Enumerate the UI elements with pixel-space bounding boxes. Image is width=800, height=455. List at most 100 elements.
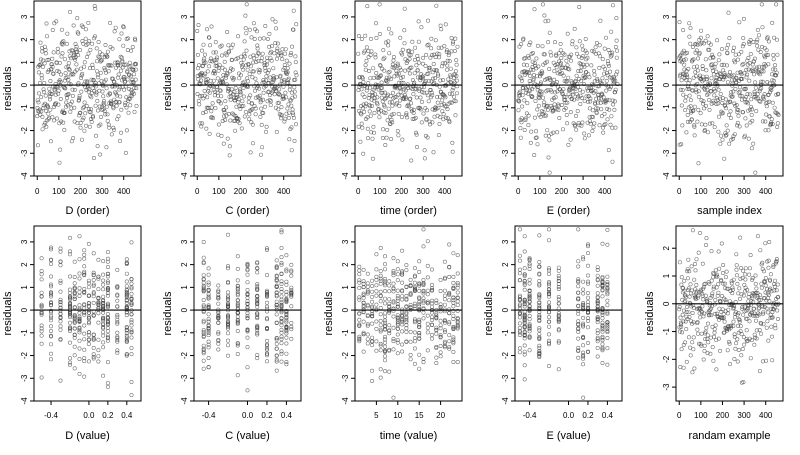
data-point — [129, 352, 134, 357]
data-point — [558, 41, 563, 46]
data-point — [71, 136, 76, 141]
data-point — [690, 58, 695, 63]
data-point — [222, 59, 227, 64]
data-point — [232, 98, 237, 103]
data-point — [388, 94, 393, 99]
data-point — [378, 73, 383, 78]
data-point — [378, 323, 383, 328]
data-point — [448, 100, 453, 105]
data-point — [563, 95, 568, 100]
data-point — [38, 62, 43, 67]
data-point — [68, 9, 73, 14]
data-point — [434, 106, 439, 111]
data-point — [77, 290, 82, 295]
data-points — [356, 2, 460, 163]
data-point — [758, 49, 763, 54]
data-point — [445, 107, 450, 112]
data-point — [688, 41, 693, 46]
data-point — [416, 19, 421, 24]
data-point — [427, 65, 432, 70]
data-point — [761, 322, 766, 327]
data-point — [612, 99, 617, 104]
data-point — [110, 83, 115, 88]
data-point — [677, 260, 682, 265]
data-point — [737, 85, 742, 90]
data-point — [764, 358, 769, 363]
data-point — [115, 312, 120, 317]
data-point — [447, 91, 452, 96]
data-point — [400, 329, 405, 334]
x-axis-label: time (order) — [380, 205, 437, 217]
data-point — [95, 72, 100, 77]
data-point — [771, 53, 776, 58]
data-point — [562, 52, 567, 57]
data-point — [273, 88, 278, 93]
data-point — [74, 44, 79, 49]
data-point — [592, 68, 597, 73]
data-point — [231, 92, 236, 97]
data-point — [520, 86, 525, 91]
data-point — [292, 94, 297, 99]
data-point — [402, 6, 407, 11]
data-point — [702, 349, 707, 354]
data-point — [382, 97, 387, 102]
y-tick-label: -2 — [20, 351, 29, 359]
data-point — [525, 101, 530, 106]
data-point — [234, 104, 239, 109]
data-point — [586, 99, 591, 104]
data-point — [245, 329, 250, 334]
data-point — [404, 112, 409, 117]
data-point — [605, 117, 610, 122]
data-point — [445, 63, 450, 68]
data-point — [124, 290, 129, 295]
data-point — [77, 257, 82, 262]
data-point — [281, 79, 286, 84]
data-point — [124, 330, 129, 335]
data-point — [289, 50, 294, 55]
data-point — [215, 55, 220, 60]
data-point — [451, 39, 456, 44]
data-point — [740, 110, 745, 115]
data-point — [378, 74, 383, 79]
data-point — [39, 375, 44, 380]
data-point — [95, 98, 100, 103]
data-point — [58, 259, 63, 264]
data-point — [397, 80, 402, 85]
data-point — [72, 326, 77, 331]
data-point — [371, 124, 376, 129]
data-point — [716, 101, 721, 106]
data-point — [517, 278, 522, 283]
data-point — [607, 107, 612, 112]
data-point — [95, 144, 100, 149]
data-point — [453, 69, 458, 74]
data-point — [585, 281, 590, 286]
data-point — [80, 71, 85, 76]
data-point — [370, 93, 375, 98]
data-point — [415, 68, 420, 73]
data-point — [237, 121, 242, 126]
data-point — [124, 105, 129, 110]
data-point — [207, 64, 212, 69]
data-point — [129, 277, 134, 282]
data-point — [250, 107, 255, 112]
data-point — [64, 41, 69, 46]
data-point — [109, 63, 114, 68]
data-point — [540, 44, 545, 49]
data-point — [105, 311, 110, 316]
data-point — [86, 281, 91, 286]
data-point — [99, 58, 104, 63]
data-point — [414, 63, 419, 68]
data-point — [530, 50, 535, 55]
data-point — [82, 374, 87, 379]
y-axis-label: residuals — [323, 291, 335, 336]
data-point — [279, 359, 284, 364]
data-point — [694, 90, 699, 95]
data-point — [382, 90, 387, 95]
data-point — [683, 57, 688, 62]
data-point — [735, 281, 740, 286]
data-point — [225, 71, 230, 76]
y-axis-label: residuals — [162, 291, 174, 336]
data-point — [366, 81, 371, 86]
data-point — [49, 92, 54, 97]
data-point — [132, 86, 137, 91]
